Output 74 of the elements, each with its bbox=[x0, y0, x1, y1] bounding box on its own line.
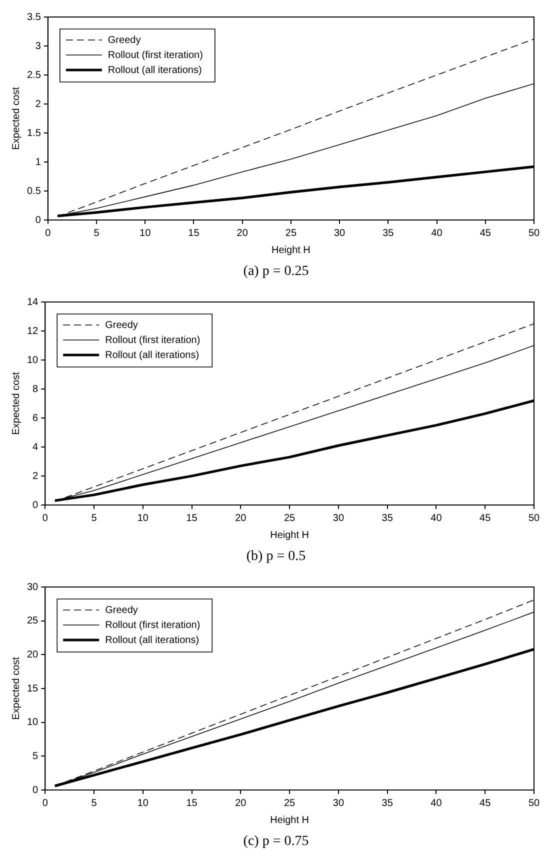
legend-label: Rollout (all iterations) bbox=[105, 350, 200, 361]
y-axis-title: Expected cost bbox=[10, 656, 22, 720]
y-tick-label: 25 bbox=[27, 616, 39, 627]
x-tick-label: 25 bbox=[284, 798, 296, 809]
y-tick-label: 4 bbox=[32, 442, 39, 453]
x-tick-label: 40 bbox=[430, 512, 442, 524]
x-axis-title: Height H bbox=[270, 814, 310, 826]
legend-label: Greedy bbox=[105, 320, 138, 331]
x-tick-label: 5 bbox=[94, 228, 100, 239]
y-tick-label: 8 bbox=[32, 384, 39, 395]
x-tick-label: 0 bbox=[42, 798, 48, 809]
y-axis-title: Expected cost bbox=[10, 86, 22, 150]
x-tick-label: 10 bbox=[137, 798, 149, 809]
x-tick-label: 45 bbox=[480, 798, 492, 809]
x-tick-label: 45 bbox=[480, 512, 492, 524]
y-tick-label: 0.5 bbox=[26, 186, 42, 197]
legend-label: Greedy bbox=[105, 604, 138, 616]
x-tick-label: 15 bbox=[186, 512, 198, 524]
legend-label: Greedy bbox=[108, 34, 141, 46]
x-tick-label: 25 bbox=[284, 512, 296, 524]
y-tick-label: 12 bbox=[27, 326, 39, 337]
x-tick-label: 5 bbox=[91, 798, 98, 809]
x-tick-label: 10 bbox=[140, 228, 152, 239]
x-tick-label: 0 bbox=[45, 228, 52, 239]
legend-label: Rollout (first iteration) bbox=[105, 620, 200, 631]
y-tick-label: 5 bbox=[32, 750, 39, 762]
x-tick-label: 20 bbox=[236, 228, 248, 239]
x-tick-label: 25 bbox=[285, 228, 297, 239]
legend-label: Rollout (all iterations) bbox=[105, 634, 200, 646]
x-tick-label: 30 bbox=[332, 512, 344, 524]
x-tick-label: 50 bbox=[528, 798, 540, 809]
x-tick-label: 40 bbox=[431, 228, 443, 239]
x-axis-title: Height H bbox=[270, 530, 310, 541]
y-tick-label: 0 bbox=[32, 784, 39, 796]
y-tick-label: 20 bbox=[27, 649, 39, 660]
x-tick-label: 15 bbox=[188, 228, 200, 239]
y-tick-label: 15 bbox=[27, 683, 39, 694]
x-tick-label: 0 bbox=[42, 512, 48, 524]
y-tick-label: 6 bbox=[32, 412, 39, 424]
text: (a) p = 0.25 bbox=[242, 264, 310, 280]
x-tick-label: 30 bbox=[334, 228, 346, 239]
y-tick-label: 2 bbox=[35, 98, 42, 110]
y-tick-label: 2 bbox=[32, 470, 39, 482]
x-tick-label: 50 bbox=[528, 512, 540, 524]
y-tick-label: 3.5 bbox=[26, 12, 42, 23]
legend-label: Rollout (all iterations) bbox=[108, 64, 202, 76]
y-tick-label: 0 bbox=[35, 214, 42, 226]
text: (c) p = 0.75 bbox=[242, 834, 310, 850]
x-tick-label: 15 bbox=[186, 798, 198, 809]
y-tick-label: 0 bbox=[32, 500, 39, 511]
x-tick-label: 20 bbox=[235, 798, 247, 809]
y-axis-title: Expected cost bbox=[10, 372, 22, 435]
x-tick-label: 35 bbox=[382, 228, 394, 239]
y-tick-label: 1 bbox=[35, 156, 42, 168]
x-tick-label: 50 bbox=[528, 228, 540, 239]
x-tick-label: 20 bbox=[235, 512, 247, 524]
x-tick-label: 35 bbox=[382, 512, 394, 524]
y-tick-label: 3 bbox=[35, 40, 42, 52]
x-tick-label: 40 bbox=[430, 798, 442, 809]
x-tick-label: 5 bbox=[91, 512, 98, 524]
y-tick-label: 14 bbox=[27, 296, 39, 308]
x-tick-label: 10 bbox=[137, 512, 149, 524]
y-tick-label: 2.5 bbox=[26, 70, 42, 81]
x-tick-label: 30 bbox=[332, 798, 344, 809]
x-tick-label: 35 bbox=[382, 798, 394, 809]
y-tick-label: 10 bbox=[27, 717, 39, 728]
legend-label: Rollout (first iteration) bbox=[105, 334, 200, 346]
y-tick-label: 10 bbox=[27, 354, 39, 366]
legend-label: Rollout (first iteration) bbox=[108, 50, 203, 61]
x-axis-title: Height H bbox=[272, 244, 310, 256]
text: (b) p = 0.5 bbox=[245, 549, 307, 565]
x-tick-label: 45 bbox=[480, 228, 492, 239]
y-tick-label: 30 bbox=[27, 582, 39, 593]
y-tick-label: 1.5 bbox=[26, 128, 42, 139]
